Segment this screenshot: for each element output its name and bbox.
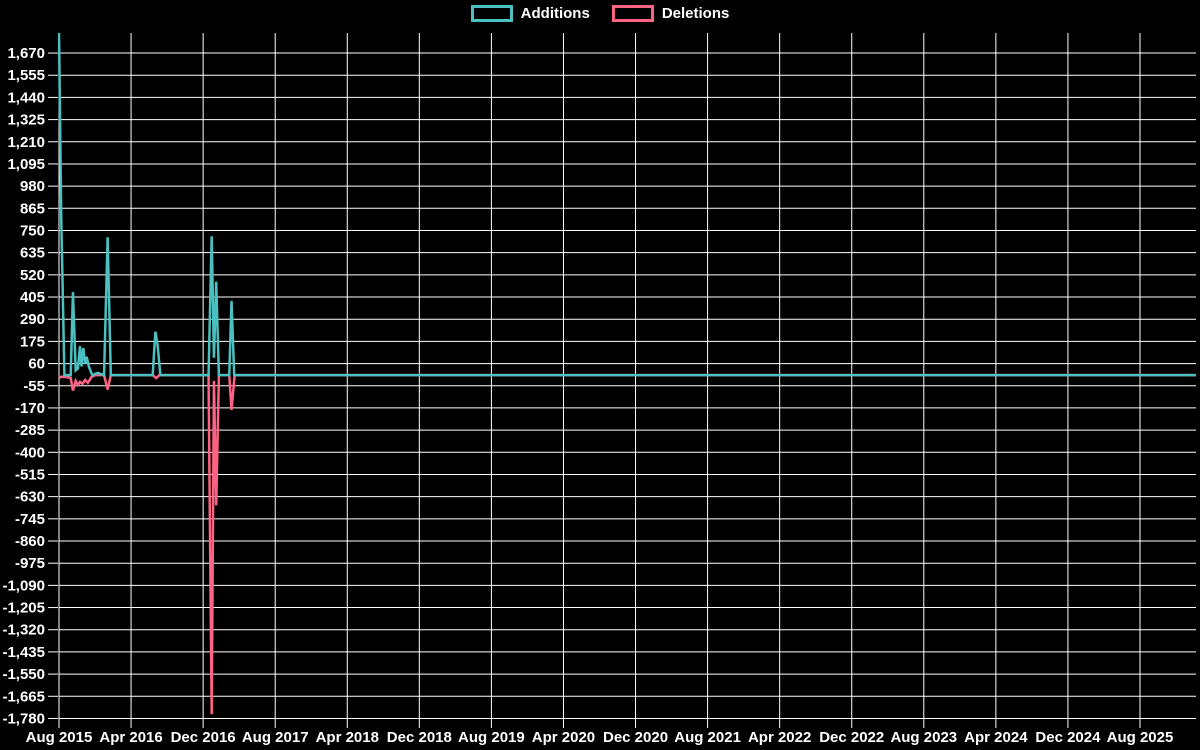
legend-item-additions[interactable]: Additions	[470, 5, 590, 22]
svg-text:-515: -515	[15, 466, 45, 483]
svg-text:Aug 2025: Aug 2025	[1107, 729, 1174, 746]
legend-item-deletions[interactable]: Deletions	[611, 5, 730, 22]
svg-text:-975: -975	[15, 555, 45, 572]
svg-text:1,095: 1,095	[7, 156, 45, 173]
grid-lines	[58, 33, 1196, 719]
svg-text:-1,090: -1,090	[2, 577, 45, 594]
svg-text:Dec 2020: Dec 2020	[603, 729, 668, 746]
svg-text:Dec 2022: Dec 2022	[819, 729, 884, 746]
svg-text:980: 980	[20, 178, 45, 195]
svg-text:-745: -745	[15, 511, 45, 528]
svg-text:-170: -170	[15, 400, 45, 417]
svg-text:1,555: 1,555	[7, 67, 45, 84]
svg-text:Aug 2017: Aug 2017	[242, 729, 309, 746]
svg-text:-1,320: -1,320	[2, 622, 45, 639]
y-axis-labels: 1,670 1,555 1,440 1,325 1,210 1,095 980 865 750 6…	[2, 45, 45, 727]
svg-text:Aug 2015: Aug 2015	[26, 729, 93, 746]
svg-text:Dec 2016: Dec 2016	[171, 729, 236, 746]
svg-text:750: 750	[20, 222, 45, 239]
chart-legend: Additions Deletions	[0, 5, 1200, 22]
svg-text:Aug 2021: Aug 2021	[674, 729, 741, 746]
svg-text:-400: -400	[15, 444, 45, 461]
additions-line	[58, 33, 1196, 377]
svg-text:-1,665: -1,665	[2, 688, 45, 705]
svg-text:Apr 2018: Apr 2018	[316, 729, 379, 746]
svg-text:-1,550: -1,550	[2, 666, 45, 683]
svg-text:175: 175	[20, 333, 45, 350]
svg-text:-630: -630	[15, 489, 45, 506]
svg-text:-1,780: -1,780	[2, 710, 45, 727]
deletions-swatch	[611, 5, 654, 22]
x-axis-labels: Aug 2015 Apr 2016 Dec 2016 Aug 2017 Apr 2018…	[26, 729, 1174, 746]
svg-text:1,325: 1,325	[7, 112, 45, 129]
svg-text:Apr 2016: Apr 2016	[99, 729, 162, 746]
svg-text:Aug 2023: Aug 2023	[890, 729, 957, 746]
svg-text:-1,435: -1,435	[2, 644, 45, 661]
svg-text:Dec 2018: Dec 2018	[387, 729, 452, 746]
svg-text:Apr 2022: Apr 2022	[748, 729, 811, 746]
axis-ticks	[48, 52, 1141, 728]
svg-text:635: 635	[20, 245, 45, 262]
legend-label-deletions: Deletions	[661, 5, 730, 22]
svg-text:1,670: 1,670	[7, 45, 45, 62]
svg-text:405: 405	[20, 289, 45, 306]
svg-text:-860: -860	[15, 533, 45, 550]
svg-text:-285: -285	[15, 422, 45, 439]
legend-label-additions: Additions	[520, 5, 590, 22]
svg-text:-55: -55	[23, 378, 45, 395]
additions-swatch	[470, 5, 513, 22]
svg-text:1,210: 1,210	[7, 134, 45, 151]
svg-text:60: 60	[28, 356, 45, 373]
deletions-line	[58, 373, 1196, 715]
svg-text:520: 520	[20, 267, 45, 284]
svg-text:865: 865	[20, 200, 45, 217]
svg-text:-1,205: -1,205	[2, 600, 45, 617]
svg-text:290: 290	[20, 311, 45, 328]
svg-text:1,440: 1,440	[7, 89, 45, 106]
svg-text:Aug 2019: Aug 2019	[458, 729, 525, 746]
svg-text:Apr 2024: Apr 2024	[964, 729, 1028, 746]
svg-text:Dec 2024: Dec 2024	[1035, 729, 1101, 746]
svg-text:Apr 2020: Apr 2020	[532, 729, 595, 746]
